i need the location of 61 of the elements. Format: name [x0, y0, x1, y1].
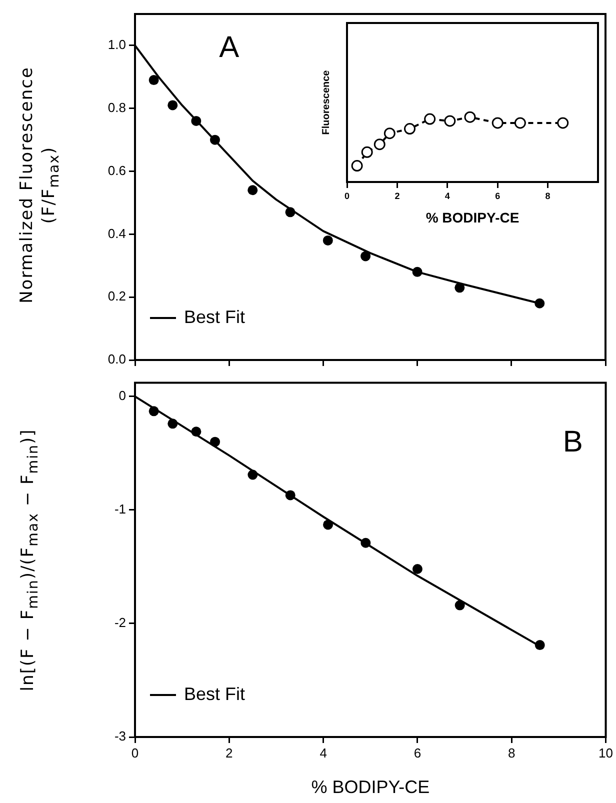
- y-tick-label: -3: [114, 728, 126, 744]
- point: [248, 185, 258, 196]
- point: [557, 117, 569, 129]
- point: [168, 100, 178, 110]
- x-tick-label: 6: [414, 745, 422, 760]
- point: [454, 600, 465, 610]
- point: [168, 418, 178, 429]
- annotation: B: [562, 425, 583, 458]
- point: [360, 538, 371, 548]
- x-axis-title: % BODIPY-CE: [426, 209, 520, 226]
- point: [285, 490, 296, 500]
- y-tick-label: 0.6: [108, 162, 126, 178]
- point: [464, 111, 476, 123]
- point: [412, 266, 422, 277]
- x-tick-label: 0: [344, 190, 350, 201]
- y-tick-label: -1: [114, 502, 126, 517]
- point: [148, 406, 159, 416]
- point: [492, 117, 504, 129]
- x-tick-label: 8: [508, 745, 516, 760]
- y-tick-label: 0.8: [108, 100, 126, 115]
- y-tick-label: 0.4: [108, 226, 126, 241]
- point: [534, 298, 545, 308]
- y-tick-label: -2: [114, 615, 126, 630]
- point: [454, 282, 465, 293]
- annotation: A: [219, 30, 240, 64]
- point: [191, 426, 202, 437]
- point: [361, 146, 373, 158]
- x-tick-label: 4: [320, 745, 327, 760]
- point: [412, 564, 422, 574]
- x-tick-label: 6: [495, 190, 500, 201]
- point: [351, 160, 363, 172]
- y-tick-label: 0: [118, 388, 126, 403]
- x-tick-label: 4: [444, 190, 450, 201]
- x-tick-label: 0: [131, 745, 139, 760]
- point: [210, 134, 220, 145]
- point: [210, 436, 220, 447]
- point: [374, 138, 386, 150]
- point: [285, 207, 296, 218]
- point: [360, 251, 371, 262]
- point: [404, 123, 416, 135]
- point: [514, 117, 526, 129]
- x-tick-label: 8: [545, 190, 550, 201]
- y-axis-title: Fluorescence: [320, 70, 332, 135]
- point: [148, 75, 159, 86]
- x-axis-title: % BODIPY-CE: [311, 777, 430, 798]
- point: [323, 520, 334, 530]
- y-tick-label: 1.0: [108, 37, 126, 52]
- x-tick-label: 2: [394, 190, 400, 201]
- point: [424, 113, 436, 125]
- y-tick-label: 0.2: [108, 288, 126, 304]
- point: [191, 116, 202, 126]
- point: [248, 470, 258, 480]
- point: [444, 115, 456, 127]
- point: [384, 128, 396, 140]
- y-tick-label: 0.0: [108, 352, 126, 367]
- x-tick-label: 2: [226, 745, 233, 760]
- point: [322, 235, 333, 246]
- legend-label: Best Fit: [184, 306, 246, 327]
- x-tick-label: 10: [598, 745, 614, 760]
- legend-label: Best Fit: [184, 684, 246, 704]
- point: [534, 640, 545, 650]
